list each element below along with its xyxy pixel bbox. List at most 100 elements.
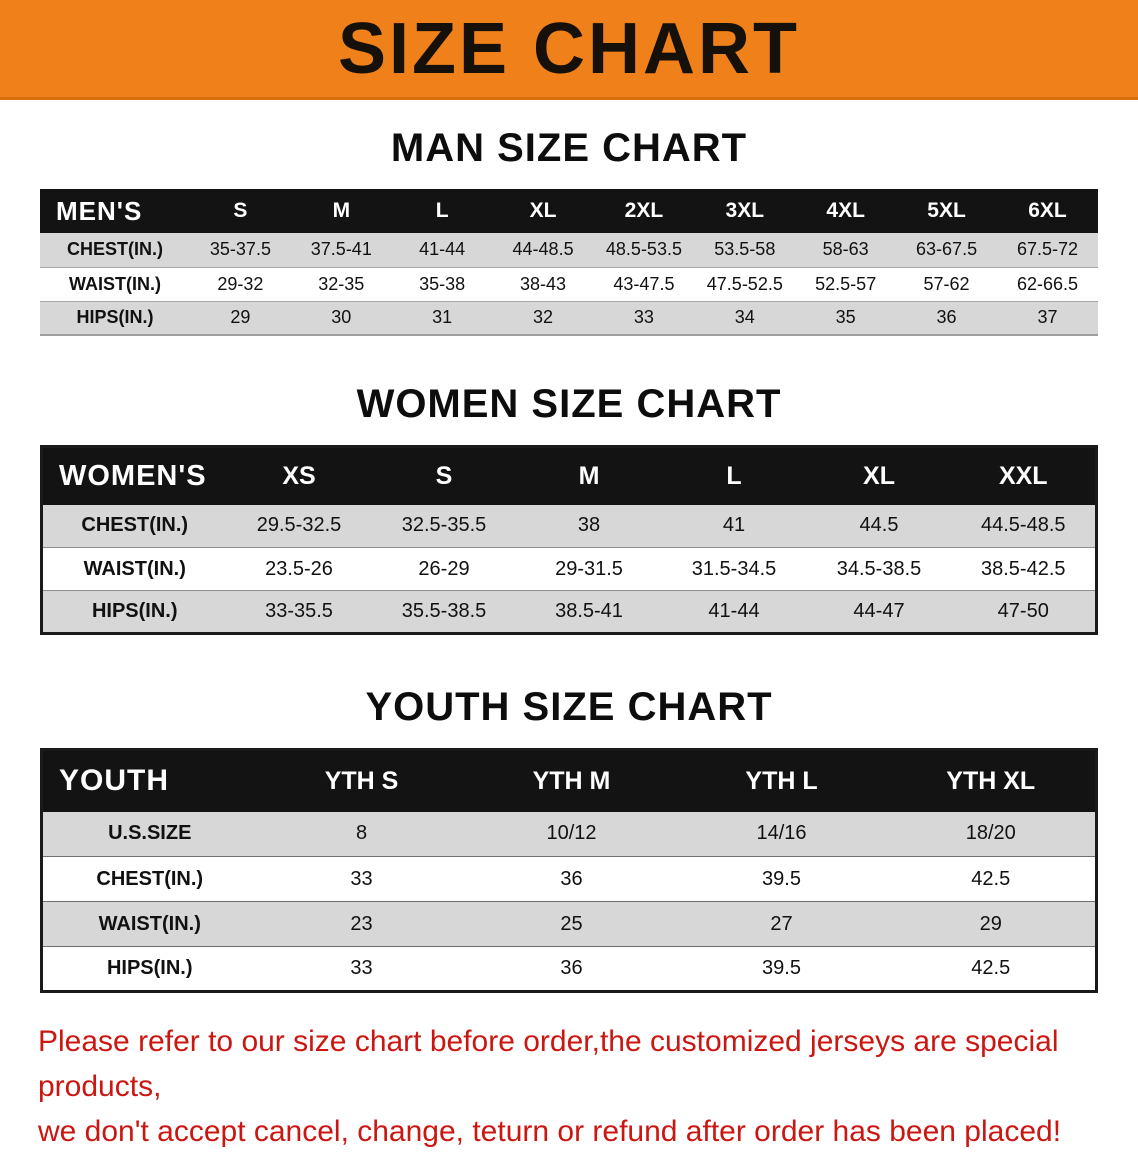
value-cell: 44.5 <box>859 514 899 537</box>
table-row: WAIST(IN.) 29-32 32-35 35-38 38-43 43-47.5 47.… <box>40 267 1098 301</box>
size-header-cell: YTH L <box>676 749 887 812</box>
value-cell: 39.5 <box>762 867 801 890</box>
value-cell: 33-35.5 <box>265 600 333 622</box>
value-cell: 29 <box>979 912 1002 935</box>
row-label: CHEST(IN.) <box>81 514 189 537</box>
size-header-cell: M <box>516 446 662 505</box>
value-cell: 14/16 <box>756 822 807 845</box>
value-cell: 35.5-38.5 <box>401 600 487 622</box>
size-header-cell: YTH M <box>466 749 677 812</box>
table-row: U.S.SIZE 8 10/12 14/16 18/20 <box>41 811 1097 857</box>
size-header-cell: 3XL <box>694 189 796 233</box>
men-header-row: MEN'S S M L XL 2XL 3XL 4XL 5XL 6XL <box>40 189 1098 233</box>
men-size-table: MEN'S S M L XL 2XL 3XL 4XL 5XL 6XL CHEST(IN.) 35-37… <box>40 189 1098 336</box>
disclaimer-line-1: Please refer to our size chart before or… <box>38 1025 1059 1103</box>
table-row: WAIST(IN.) 23.5-26 26-29 29-31.5 31.5-34.5 34… <box>41 547 1097 591</box>
women-table-title-cell: WOMEN'S <box>41 446 227 505</box>
value-cell: 35-37.5 <box>209 239 271 260</box>
youth-size-table: YOUTH YTH S YTH M YTH L YTH XL U.S.SIZE 8 10/12… <box>40 748 1098 993</box>
value-cell: 38.5-42.5 <box>980 557 1066 580</box>
value-cell: 26-29 <box>418 557 470 580</box>
women-size-table: WOMEN'S XS S M L XL XXL CHEST(IN.) 29.5-32.5 32.5… <box>40 445 1098 635</box>
value-cell: 18/20 <box>965 822 1016 845</box>
value-cell: 43-47.5 <box>613 273 675 294</box>
row-label: HIPS(IN.) <box>91 600 178 622</box>
row-label: WAIST(IN.) <box>83 557 186 580</box>
value-cell: 31.5-34.5 <box>691 557 777 580</box>
men-table-title-cell: MEN'S <box>40 189 190 233</box>
size-header-cell: YTH XL <box>886 749 1097 812</box>
size-header-cell: M <box>290 189 392 233</box>
value-cell: 32.5-35.5 <box>401 514 487 537</box>
value-cell: 23.5-26 <box>265 557 333 580</box>
value-cell: 27 <box>770 912 793 935</box>
row-label: WAIST(IN.) <box>98 912 201 935</box>
size-header-cell: 6XL <box>997 189 1098 233</box>
value-cell: 35-38 <box>419 273 466 294</box>
value-cell: 38.5-41 <box>555 600 623 622</box>
value-cell: 48.5-53.5 <box>605 239 682 260</box>
size-header-cell: 2XL <box>593 189 695 233</box>
row-label: WAIST(IN.) <box>69 273 161 294</box>
size-header-cell: XL <box>806 446 952 505</box>
value-cell: 30 <box>331 307 352 328</box>
row-label: CHEST(IN.) <box>67 239 163 260</box>
value-cell: 57-62 <box>923 273 970 294</box>
size-chart-banner: SIZE CHART <box>0 0 1138 100</box>
value-cell: 67.5-72 <box>1016 239 1079 260</box>
value-cell: 10/12 <box>546 822 597 845</box>
value-cell: 23 <box>350 912 373 935</box>
table-row: CHEST(IN.) 33 36 39.5 42.5 <box>41 856 1097 902</box>
value-cell: 29-32 <box>217 273 264 294</box>
row-label: U.S.SIZE <box>108 822 192 845</box>
value-cell: 62-66.5 <box>1016 273 1079 294</box>
value-cell: 29.5-32.5 <box>256 514 342 537</box>
value-cell: 39.5 <box>762 957 801 979</box>
value-cell: 63-67.5 <box>916 239 978 260</box>
size-header-cell: S <box>190 189 291 233</box>
size-header-cell: YTH S <box>256 749 467 812</box>
value-cell: 29 <box>230 307 251 328</box>
man-size-chart-heading: MAN SIZE CHART <box>390 126 748 170</box>
value-cell: 44-48.5 <box>512 239 574 260</box>
value-cell: 32-35 <box>318 273 365 294</box>
value-cell: 35 <box>835 307 856 328</box>
value-cell: 53.5-58 <box>714 239 776 260</box>
value-cell: 41-44 <box>419 239 466 260</box>
value-cell: 41-44 <box>708 600 760 622</box>
value-cell: 33 <box>633 307 654 328</box>
value-cell: 37 <box>1037 307 1058 328</box>
value-cell: 34.5-38.5 <box>836 557 922 580</box>
youth-header-row: YOUTH YTH S YTH M YTH L YTH XL <box>41 749 1097 812</box>
value-cell: 25 <box>560 912 583 935</box>
banner-title: SIZE CHART <box>338 8 800 89</box>
value-cell: 47-50 <box>997 600 1049 622</box>
size-header-cell: S <box>371 446 517 505</box>
table-row: WAIST(IN.) 23 25 27 29 <box>41 901 1097 947</box>
table-row: CHEST(IN.) 35-37.5 37.5-41 41-44 44-48.5 48.5… <box>40 233 1098 267</box>
value-cell: 33 <box>350 957 373 979</box>
row-label: HIPS(IN.) <box>106 957 193 979</box>
value-cell: 29-31.5 <box>555 557 623 580</box>
table-row: HIPS(IN.) 33-35.5 35.5-38.5 38.5-41 41-44 44-… <box>41 590 1097 634</box>
women-size-chart-heading: WOMEN SIZE CHART <box>356 382 782 426</box>
size-header-cell: XXL <box>951 446 1097 505</box>
size-header-cell: L <box>391 189 493 233</box>
value-cell: 52.5-57 <box>815 273 877 294</box>
value-cell: 44.5-48.5 <box>980 514 1066 537</box>
value-cell: 47.5-52.5 <box>706 273 783 294</box>
value-cell: 34 <box>734 307 755 328</box>
women-header-row: WOMEN'S XS S M L XL XXL <box>41 446 1097 505</box>
size-header-cell: XS <box>226 446 372 505</box>
youth-table-title-cell: YOUTH <box>41 749 257 812</box>
size-header-cell: L <box>661 446 807 505</box>
value-cell: 38 <box>577 514 601 537</box>
row-label: CHEST(IN.) <box>96 867 204 890</box>
value-cell: 37.5-41 <box>310 239 372 260</box>
value-cell: 36 <box>560 957 583 979</box>
value-cell: 44-47 <box>853 600 905 622</box>
value-cell: 32 <box>533 307 554 328</box>
table-row: CHEST(IN.) 29.5-32.5 32.5-35.5 38 41 44.5 44.5… <box>41 504 1097 548</box>
value-cell: 33 <box>350 867 373 890</box>
disclaimer-note: Please refer to our size chart before or… <box>38 1019 1100 1154</box>
